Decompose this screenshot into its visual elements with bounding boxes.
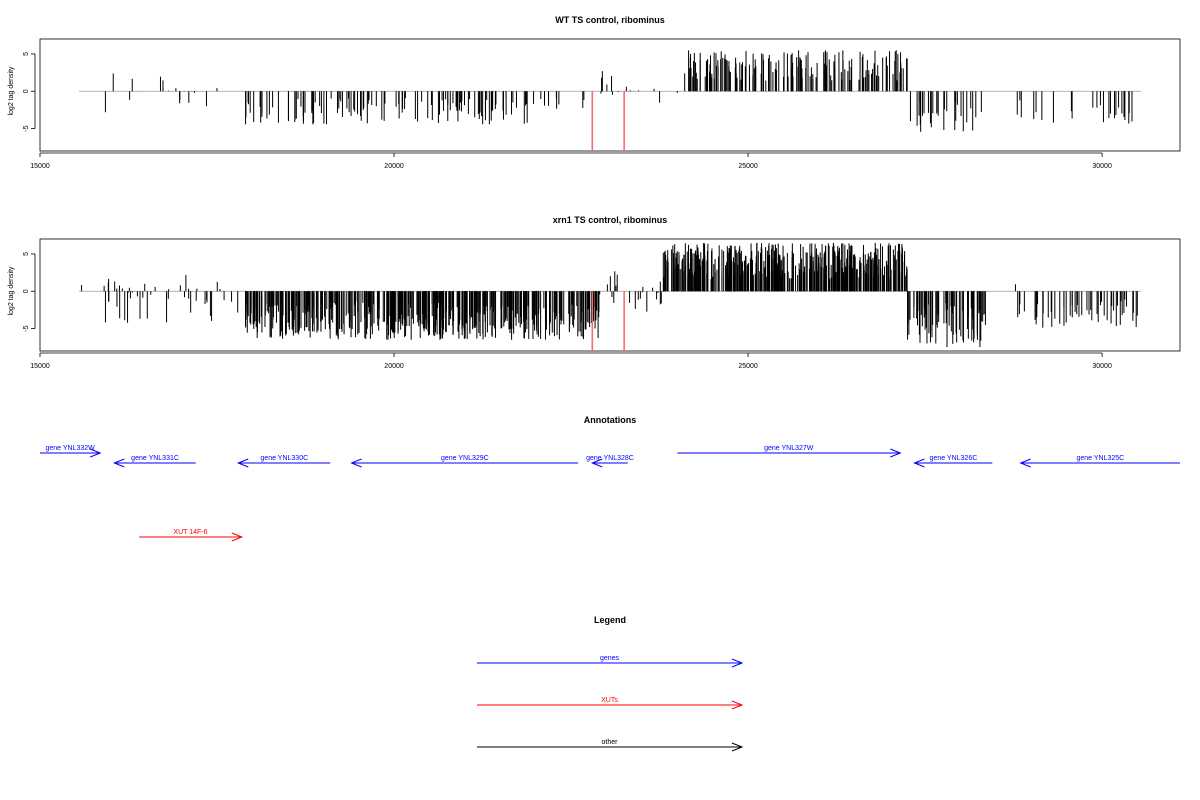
- x-tick-label: 30000: [1092, 363, 1112, 370]
- legend: Legend genes XUTs other: [477, 615, 744, 752]
- arrowhead-left: [913, 458, 925, 468]
- feature-label: gene YNL326C: [930, 455, 978, 462]
- feature-label: other: [602, 739, 619, 746]
- feature-label: XUTs: [601, 697, 618, 704]
- gene-feature: gene YNL327W: [677, 445, 902, 458]
- wt-panel: WT TS control, ribominus log2 tag densit…: [8, 15, 1181, 170]
- gene-feature: gene YNL329C: [350, 455, 579, 468]
- x-tick-label: 20000: [384, 163, 404, 170]
- arrowhead-right: [231, 532, 244, 542]
- y-tick-label: 0: [23, 89, 30, 93]
- feature-label: gene YNL330C: [260, 455, 308, 462]
- wt-panel-title: WT TS control, ribominus: [555, 15, 665, 25]
- gene-feature: gene YNL325C: [1019, 455, 1180, 468]
- xrn1-marks: [78, 242, 1142, 351]
- x-tick-label: 25000: [738, 363, 758, 370]
- feature-label: gene YNL331C: [131, 455, 179, 462]
- arrowhead-left: [350, 458, 362, 468]
- x-tick-label: 25000: [738, 163, 758, 170]
- wt-y-axis-label: log2 tag density: [8, 66, 15, 116]
- arrowhead-right: [890, 448, 902, 458]
- arrowhead-left: [236, 458, 249, 468]
- y-tick-label: 0: [23, 289, 30, 293]
- feature-label: gene YNL329C: [441, 455, 489, 462]
- gene-feature: gene YNL326C: [913, 455, 993, 468]
- wt-axes: 15000 20000 25000 30000 -5 0 5: [23, 52, 1112, 170]
- arrowhead-left: [1019, 458, 1031, 468]
- x-tick-label: 15000: [30, 363, 50, 370]
- feature-label: XUT 14F-6: [173, 529, 207, 536]
- y-tick-label: -5: [23, 325, 30, 331]
- gene-feature: gene YNL330C: [236, 455, 331, 468]
- annotations-title: Annotations: [584, 415, 637, 425]
- arrowhead-right: [731, 742, 744, 752]
- xut-feature: XUT 14F-6: [139, 529, 244, 542]
- arrowhead-right: [731, 658, 744, 668]
- legend-item: other: [477, 739, 744, 752]
- wt-plot-frame: [39, 38, 1181, 152]
- feature-label: gene YNL332W: [45, 445, 95, 452]
- feature-label: gene YNL325C: [1076, 455, 1124, 462]
- legend-title: Legend: [594, 615, 626, 625]
- gene-feature: gene YNL328C: [586, 455, 634, 468]
- legend-items: genes XUTs other: [477, 655, 744, 752]
- annotation-features: gene YNL332W gene YNL331C gene YNL330C gene…: [40, 445, 1180, 542]
- legend-item: XUTs: [477, 697, 744, 710]
- gene-feature: gene YNL331C: [113, 455, 196, 468]
- y-tick-label: 5: [23, 52, 30, 56]
- y-tick-label: -5: [23, 125, 30, 131]
- feature-label: gene YNL327W: [764, 445, 814, 452]
- y-tick-label: 5: [23, 252, 30, 256]
- arrowhead-right: [90, 448, 102, 458]
- xrn1-panel: xrn1 TS control, ribominus log2 tag dens…: [8, 215, 1181, 370]
- xrn1-axes: 15000 20000 25000 30000 -5 0 5: [23, 252, 1112, 370]
- legend-item: genes: [477, 655, 744, 668]
- x-tick-label: 20000: [384, 363, 404, 370]
- x-tick-label: 15000: [30, 163, 50, 170]
- xrn1-plot-frame: [39, 238, 1181, 352]
- xrn1-panel-title: xrn1 TS control, ribominus: [553, 215, 668, 225]
- arrowhead-left: [113, 458, 125, 468]
- arrowhead-right: [731, 700, 744, 710]
- wt-marks: [78, 50, 1142, 151]
- feature-label: gene YNL328C: [586, 455, 634, 462]
- gene-feature: gene YNL332W: [40, 445, 102, 458]
- x-tick-label: 30000: [1092, 163, 1112, 170]
- arrowhead-left: [590, 458, 603, 468]
- feature-label: genes: [600, 655, 620, 662]
- xrn1-y-axis-label: log2 tag density: [8, 266, 15, 316]
